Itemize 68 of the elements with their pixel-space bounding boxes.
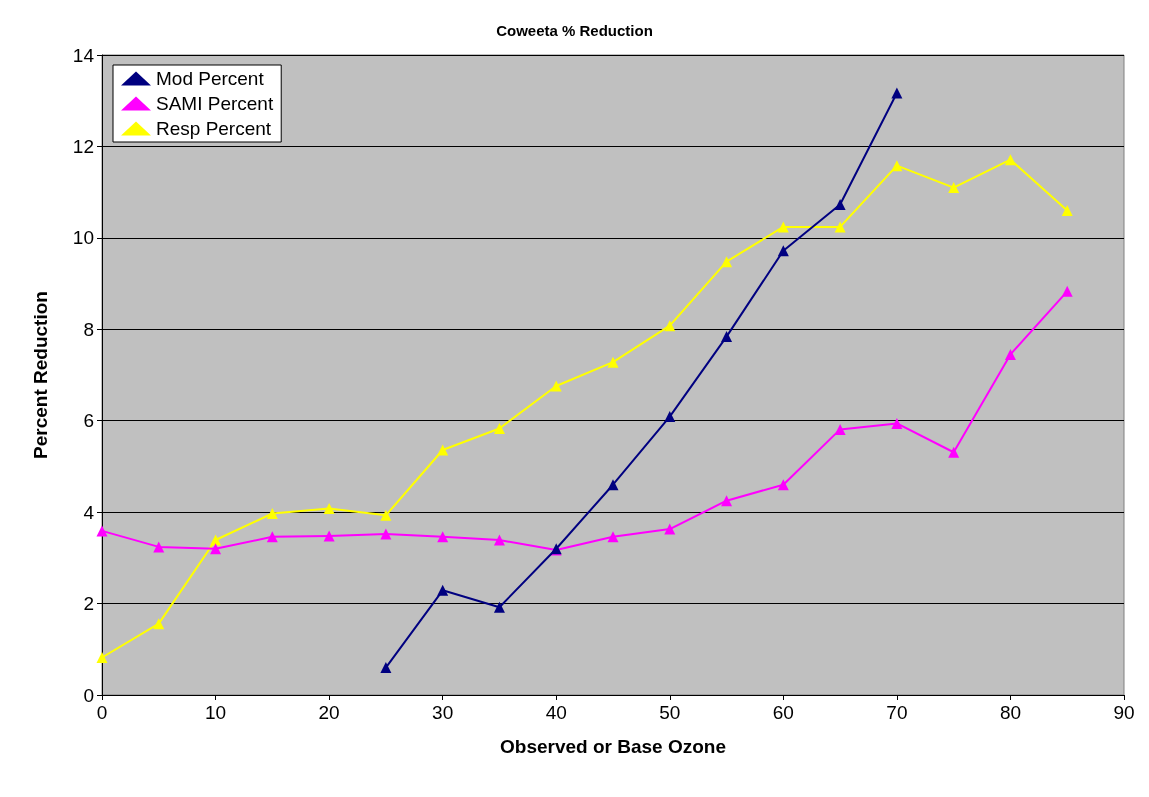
point (1061, 285, 1073, 297)
x-tick-label: 20 (318, 702, 340, 723)
point (664, 320, 676, 332)
point (153, 541, 165, 553)
point (777, 245, 789, 257)
point (834, 221, 846, 233)
point (1004, 154, 1016, 166)
y-tick-label: 2 (83, 593, 94, 615)
point (948, 182, 960, 194)
point (664, 523, 676, 535)
point (437, 444, 449, 456)
point (607, 356, 619, 368)
point (721, 495, 733, 507)
y-tick-label: 0 (83, 684, 94, 706)
point (891, 160, 903, 172)
point (891, 87, 903, 99)
x-tick-label: 50 (659, 702, 681, 723)
x-tick-label: 30 (432, 702, 454, 723)
x-tick-label: 90 (1113, 702, 1135, 723)
x-axis-title: Observed or Base Ozone (500, 736, 726, 757)
y-tick-label: 12 (72, 135, 94, 157)
point (777, 479, 789, 491)
y-tick-label: 8 (83, 318, 94, 340)
point (664, 411, 676, 423)
point (96, 525, 108, 537)
point (834, 198, 846, 210)
y-axis-title: Percent Reduction (30, 291, 51, 459)
x-tick-label: 80 (999, 702, 1022, 723)
y-tick-label: 4 (83, 501, 95, 523)
y-tick-label: 14 (72, 44, 95, 66)
point (380, 662, 392, 674)
point (266, 508, 278, 520)
x-tick-label: 60 (772, 702, 794, 723)
point (607, 479, 619, 491)
point (323, 502, 335, 514)
point (437, 584, 449, 596)
point (153, 618, 165, 630)
point (1061, 204, 1073, 216)
point (834, 423, 846, 435)
chart-title: Coweeta % Reduction (496, 22, 653, 39)
y-tick-label: 10 (72, 227, 94, 249)
x-tick-label: 10 (204, 702, 227, 723)
legend-label: SAMI Percent (156, 93, 274, 114)
point (266, 531, 278, 543)
point (210, 543, 222, 555)
point (1004, 348, 1016, 360)
y-tick-label: 6 (83, 410, 94, 432)
point (607, 531, 619, 543)
point (721, 331, 733, 343)
legend-label: Mod Percent (156, 68, 265, 89)
point (777, 221, 789, 233)
point (96, 652, 108, 664)
point (437, 531, 449, 543)
point (323, 530, 335, 542)
point (493, 422, 505, 434)
point (493, 601, 505, 613)
point (493, 534, 505, 546)
point (891, 417, 903, 429)
point (721, 256, 733, 268)
point (210, 534, 222, 546)
point (550, 380, 562, 392)
point (948, 446, 960, 458)
legend-label: Resp Percent (156, 118, 272, 139)
x-tick-label: 40 (545, 702, 567, 723)
point (380, 528, 392, 540)
x-tick-label: 0 (96, 702, 108, 723)
x-tick-label: 70 (886, 702, 908, 723)
point (380, 509, 392, 521)
